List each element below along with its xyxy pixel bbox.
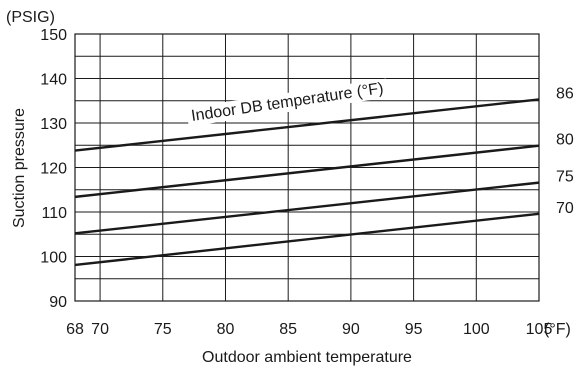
y-axis-ticks: 90 100 110 120 130 140 150 [40,27,67,311]
y-axis-label: Suction pressure [11,108,28,228]
y-unit-label: (PSIG) [6,9,55,26]
series-line-80 [74,144,540,199]
series-label-75: 75 [556,169,574,186]
y-tick-90: 90 [49,294,67,311]
x-tick-105: 105 [526,321,553,338]
x-tick-75: 75 [154,321,172,338]
indoor-db-annotation: Indoor DB temperature (°F) [190,80,384,125]
plot-frame [74,33,540,302]
y-tick-150: 150 [40,27,67,44]
x-axis-label: Outdoor ambient temperature [202,349,412,366]
grid [75,34,539,301]
annotation-background [186,78,389,127]
y-tick-120: 120 [40,161,67,178]
x-tick-68: 68 [66,321,84,338]
series-label-70: 70 [556,200,574,217]
series-line-86 [74,98,540,152]
x-tick-90: 90 [342,321,360,338]
series-line-70 [74,212,540,267]
series-lines: 86 80 75 70 [74,85,574,267]
series-label-80: 80 [556,132,574,149]
x-tick-95: 95 [405,321,423,338]
x-unit-suffix: (°F) [544,321,571,338]
series-label-86: 86 [556,85,574,102]
x-tick-80: 80 [217,321,235,338]
x-tick-85: 85 [279,321,297,338]
x-axis-ticks: 68 70 75 80 85 90 95 100 105 [66,321,552,338]
y-tick-140: 140 [40,72,67,89]
y-tick-110: 110 [41,205,67,222]
y-tick-130: 130 [40,116,67,133]
x-tick-70: 70 [91,321,109,338]
series-line-75 [74,181,540,235]
x-tick-100: 100 [463,321,490,338]
y-tick-100: 100 [40,250,67,267]
